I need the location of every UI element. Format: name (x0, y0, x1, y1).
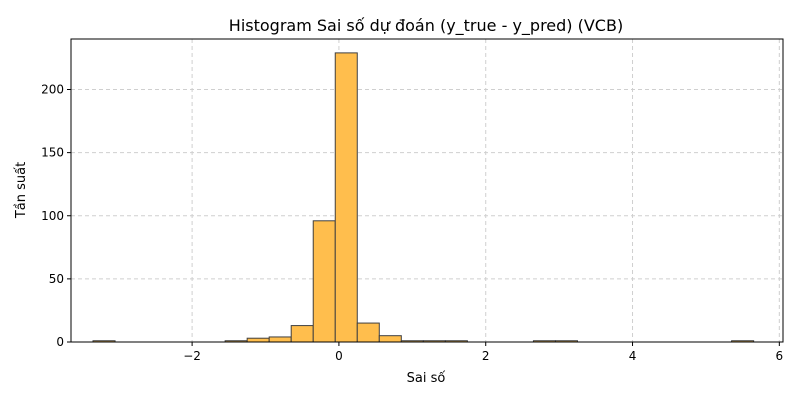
histogram-bar (378, 335, 402, 343)
y-axis-ticks: 0 50 100 150 200 (41, 83, 71, 349)
y-tick-label: 200 (41, 83, 64, 97)
histogram-bar (312, 220, 336, 343)
x-tick-label: 4 (629, 349, 637, 363)
histogram-bars (92, 52, 755, 343)
histogram-bar (290, 325, 314, 343)
x-tick-label: 2 (482, 349, 490, 363)
y-tick-label: 50 (49, 272, 64, 286)
y-axis-label: Tần suất (14, 162, 29, 219)
histogram-bar (268, 336, 292, 343)
y-tick-label: 100 (41, 209, 64, 223)
histogram-bar (356, 322, 380, 343)
x-tick-label: 6 (776, 349, 784, 363)
x-axis-label: Sai số (407, 371, 446, 386)
grid-lines (71, 39, 783, 343)
plot-frame (70, 38, 784, 343)
y-tick-label: 150 (41, 146, 64, 160)
histogram-bar (246, 337, 270, 343)
chart-title: Histogram Sai số dự đoán (y_true - y_pre… (229, 16, 623, 36)
histogram-bar (334, 52, 358, 343)
y-tick-label: 0 (56, 335, 64, 349)
x-axis-ticks: −2 0 2 4 6 (183, 342, 783, 363)
x-tick-label: 0 (335, 349, 343, 363)
x-tick-label: −2 (183, 349, 201, 363)
